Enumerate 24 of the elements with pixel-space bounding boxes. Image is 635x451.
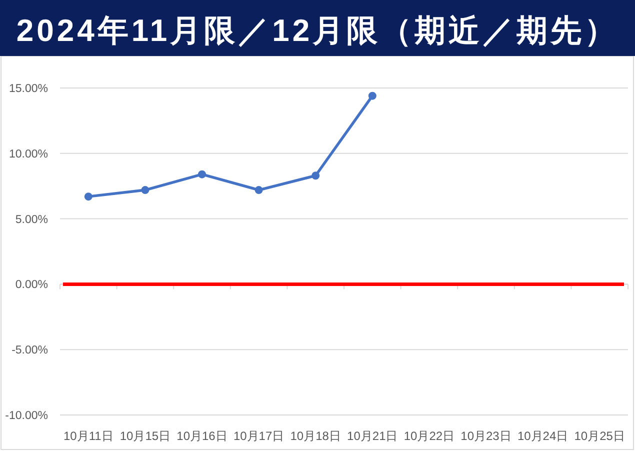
x-tick-label: 10月23日: [460, 429, 512, 443]
x-tick-label: 10月15日: [120, 429, 171, 443]
title: 2024年11月限／12月限（期近／期先）: [0, 0, 635, 56]
x-tick-label: 10月25日: [574, 429, 625, 443]
y-tick-label: 0.00%: [15, 279, 48, 292]
point: [368, 92, 376, 100]
x-tick-label: 10月22日: [404, 429, 455, 443]
y-tick-label: 5.00%: [15, 214, 48, 226]
y-tick-label: 15.00%: [8, 83, 48, 95]
point: [198, 170, 206, 178]
chart-title: 2024年11月限／12月限（期近／期先）: [16, 13, 619, 48]
x-tick-label: 10月21日: [347, 429, 398, 443]
point: [312, 172, 320, 180]
point: [254, 186, 263, 194]
point: [141, 186, 150, 194]
x-tick-label: 10月18日: [290, 429, 341, 443]
x-tick-label: 10月17日: [233, 429, 284, 443]
point: [84, 192, 92, 201]
y-tick-label: 10.00%: [8, 148, 48, 160]
y-tick-label: -10.00%: [5, 410, 48, 422]
x-tick-label: 10月16日: [176, 429, 228, 443]
x-tick-label: 10月11日: [63, 429, 114, 443]
y-tick-label: -5.00%: [12, 344, 48, 357]
x-tick-label: 10月24日: [517, 429, 568, 443]
